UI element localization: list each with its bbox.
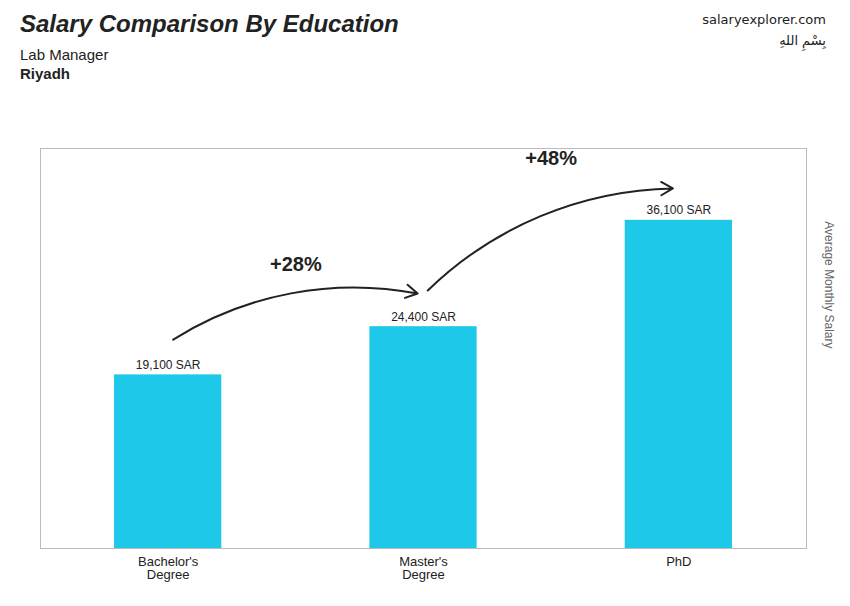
svg-text:19,100 SAR: 19,100 SAR — [136, 358, 201, 372]
html-text:بِسْمِ اللهِ: بِسْمِ اللهِ — [779, 33, 826, 48]
svg-text:Bachelor'sDegree: Bachelor'sDegree — [138, 554, 199, 582]
html-text:Riyadh: Riyadh — [20, 65, 70, 82]
svg-text:+28%: +28% — [270, 253, 322, 275]
html-text:Lab Manager: Lab Manager — [20, 46, 109, 63]
svg-text:Master'sDegree: Master'sDegree — [399, 554, 448, 582]
svg-text:Average Monthly Salary: Average Monthly Salary — [822, 221, 836, 348]
svg-text:36,100 SAR: 36,100 SAR — [646, 203, 711, 217]
svg-text:+48%: +48% — [525, 147, 577, 169]
svg-text:PhD: PhD — [666, 554, 691, 569]
html-text:salaryexplorer.com: salaryexplorer.com — [702, 12, 826, 27]
svg-text:24,400 SAR: 24,400 SAR — [391, 310, 456, 324]
html-text:Salary Comparison By Education: Salary Comparison By Education — [20, 10, 399, 37]
